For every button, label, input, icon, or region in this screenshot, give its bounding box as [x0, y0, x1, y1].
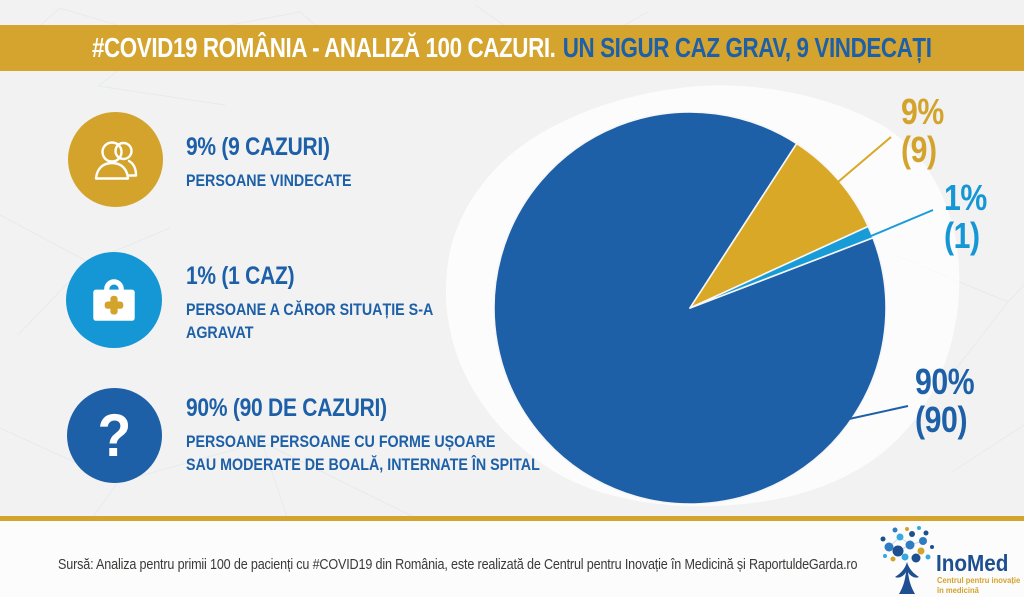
pie-chart — [494, 112, 886, 504]
question-mark-icon: ? — [97, 402, 132, 469]
pie-label-worsened-pct: 1% — [944, 177, 987, 218]
title-text-primary: #COVID19 ROMÂNIA - ANALIZĂ 100 CAZURI. — [92, 32, 556, 63]
page-title: #COVID19 ROMÂNIA - ANALIZĂ 100 CAZURI. UN… — [92, 32, 932, 64]
stat-recovered: 9% (9 CAZURI) PERSOANE VINDECATE — [186, 133, 383, 192]
stat-circle-worsened — [66, 252, 162, 348]
stat-mild-headline: 90% (90 DE CAZURI) — [186, 394, 387, 422]
pie-label-mild-pct: 90% — [915, 361, 975, 402]
pie-label-mild-count: (90) — [915, 399, 968, 440]
stat-worsened-desc-line2: AGRAVAT — [186, 323, 254, 342]
stat-worsened-desc-line1: PERSOANE A CĂROR SITUAȚIE S-A — [186, 300, 434, 319]
stat-worsened: 1% (1 CAZ) PERSOANE A CĂROR SITUAȚIE S-A… — [186, 262, 480, 344]
pie-label-worsened-count: (1) — [944, 215, 980, 256]
title-text-highlight: UN SIGUR CAZ GRAV, 9 VINDECAȚI — [562, 32, 932, 63]
stat-circle-recovered — [68, 112, 163, 207]
inomed-logo-tagline: Centrul pentru inovație în medicină — [937, 576, 1020, 595]
footer-divider — [0, 516, 1024, 521]
source-text: Sursă: Analiza pentru primii 100 de paci… — [58, 556, 858, 573]
inomed-logo: InoMed Centrul pentru inovație în medici… — [875, 525, 1020, 595]
stat-mild-desc-line2: SAU MODERATE DE BOALĂ, INTERNATE ÎN SPIT… — [186, 455, 540, 474]
stat-circle-mild: ? — [67, 388, 162, 483]
title-banner: #COVID19 ROMÂNIA - ANALIZĂ 100 CAZURI. UN… — [0, 25, 1024, 71]
first-aid-kit-icon — [93, 279, 135, 321]
people-icon — [94, 140, 137, 180]
stat-mild: 90% (90 DE CAZURI) PERSOANE PERSOANE CU … — [186, 394, 607, 476]
inomed-tree-icon — [880, 526, 934, 594]
stat-mild-desc-line1: PERSOANE PERSOANE CU FORME UȘOARE — [186, 432, 496, 451]
pie-label-recovered-pct: 9% — [901, 91, 944, 132]
pie-label-worsened: 1% (1) — [944, 179, 987, 255]
stat-worsened-headline: 1% (1 CAZ) — [186, 262, 295, 290]
stat-recovered-desc: PERSOANE VINDECATE — [186, 171, 352, 190]
pie-label-mild: 90% (90) — [915, 361, 975, 440]
inomed-tagline-line1: Centrul pentru inovație — [937, 576, 1021, 585]
footer — [0, 521, 1024, 597]
pie-label-recovered: 9% (9) — [901, 93, 944, 169]
inomed-logo-name: InoMed — [936, 550, 1009, 576]
pie-label-recovered-count: (9) — [901, 129, 937, 170]
stat-recovered-headline: 9% (9 CAZURI) — [186, 133, 330, 161]
inomed-tagline-line2: în medicină — [937, 585, 979, 595]
